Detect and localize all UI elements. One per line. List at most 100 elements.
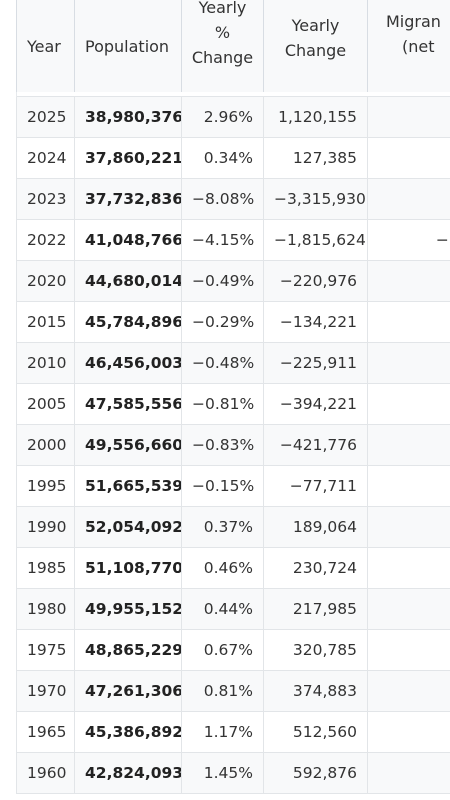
population-table: Year Population Yearly % Change Yearly C… <box>16 0 450 794</box>
cell-year: 1975 <box>16 629 75 671</box>
cell-yearly-percent-change: 0.46% <box>181 547 264 589</box>
cell-year: 1965 <box>16 711 75 753</box>
cell-yearly-change: 592,876 <box>263 752 368 794</box>
cell-population: 52,054,092 <box>74 506 182 548</box>
cell-migrants-net: −299,9 <box>367 178 450 220</box>
cell-population: 48,865,229 <box>74 629 182 671</box>
table-body: 202538,980,3762.96%1,120,1551,702,320243… <box>16 92 450 794</box>
cell-migrants-net: 1,702,3 <box>367 96 450 138</box>
cell-population: 38,980,376 <box>74 96 182 138</box>
cell-migrants-net: −4,3 <box>367 260 450 302</box>
table-header: Year Population Yearly % Change Yearly C… <box>16 0 450 92</box>
cell-yearly-change: −394,221 <box>263 383 368 425</box>
cell-year: 2022 <box>16 219 75 261</box>
cell-yearly-change: 230,724 <box>263 547 368 589</box>
column-header-migrants-net[interactable]: Migran (net <box>367 0 450 92</box>
cell-migrants-net: −48,3 <box>367 670 450 712</box>
cell-yearly-change: 374,883 <box>263 670 368 712</box>
cell-yearly-change: −77,711 <box>263 465 368 507</box>
cell-yearly-percent-change: −0.81% <box>181 383 264 425</box>
cell-yearly-percent-change: −0.49% <box>181 260 264 302</box>
cell-migrants-net: 1,146,0 <box>367 137 450 179</box>
cell-yearly-change: −220,976 <box>263 260 368 302</box>
cell-migrants-net: 16,0 <box>367 342 450 384</box>
cell-migrants-net: −111,4 <box>367 383 450 425</box>
cell-yearly-percent-change: 0.37% <box>181 506 264 548</box>
cell-year: 2005 <box>16 383 75 425</box>
cell-year: 2020 <box>16 260 75 302</box>
cell-yearly-change: −1,815,624 <box>263 219 368 261</box>
cell-year: 1980 <box>16 588 75 630</box>
column-header-yearly-change[interactable]: Yearly Change <box>263 0 368 92</box>
cell-year: 2010 <box>16 342 75 384</box>
cell-year: 1995 <box>16 465 75 507</box>
cell-population: 51,108,770 <box>74 547 182 589</box>
cell-yearly-change: 1,120,155 <box>263 96 368 138</box>
column-header-year[interactable]: Year <box>16 0 75 92</box>
cell-migrants-net: 15,3 <box>367 629 450 671</box>
cell-yearly-percent-change: −0.29% <box>181 301 264 343</box>
cell-yearly-percent-change: 0.67% <box>181 629 264 671</box>
cell-yearly-change: −225,911 <box>263 342 368 384</box>
cell-population: 37,860,221 <box>74 137 182 179</box>
cell-year: 2015 <box>16 301 75 343</box>
cell-migrants-net: 75,7 <box>367 506 450 548</box>
cell-population: 49,955,152 <box>74 588 182 630</box>
column-header-yearly-percent-change[interactable]: Yearly % Change <box>181 0 264 92</box>
cell-year: 2000 <box>16 424 75 466</box>
cell-population: 47,585,556 <box>74 383 182 425</box>
cell-yearly-percent-change: 0.44% <box>181 588 264 630</box>
cell-migrants-net: −21,9 <box>367 301 450 343</box>
cell-migrants-net: 69,3 <box>367 711 450 753</box>
cell-population: 45,386,892 <box>74 711 182 753</box>
cell-migrants-net: 47,4 <box>367 588 450 630</box>
cell-yearly-change: 217,985 <box>263 588 368 630</box>
cell-migrants-net: −5,699,4 <box>367 219 450 261</box>
column-header-population[interactable]: Population <box>74 0 182 92</box>
cell-yearly-percent-change: 2.96% <box>181 96 264 138</box>
cell-yearly-change: −421,776 <box>263 424 368 466</box>
cell-year: 2024 <box>16 137 75 179</box>
cell-population: 41,048,766 <box>74 219 182 261</box>
cell-yearly-percent-change: 1.45% <box>181 752 264 794</box>
cell-population: 47,261,306 <box>74 670 182 712</box>
cell-population: 37,732,836 <box>74 178 182 220</box>
cell-migrants-net: −134,0 <box>367 465 450 507</box>
cell-population: 51,665,539 <box>74 465 182 507</box>
cell-year: 2023 <box>16 178 75 220</box>
cell-yearly-percent-change: 1.17% <box>181 711 264 753</box>
cell-yearly-change: 512,560 <box>263 711 368 753</box>
cell-population: 45,784,896 <box>74 301 182 343</box>
cell-population: 42,824,093 <box>74 752 182 794</box>
cell-year: 1985 <box>16 547 75 589</box>
cell-yearly-percent-change: 0.34% <box>181 137 264 179</box>
cell-year: 1970 <box>16 670 75 712</box>
cell-yearly-percent-change: −0.83% <box>181 424 264 466</box>
cell-yearly-percent-change: −4.15% <box>181 219 264 261</box>
cell-yearly-change: −3,315,930 <box>263 178 368 220</box>
cell-population: 46,456,003 <box>74 342 182 384</box>
cell-yearly-percent-change: 0.81% <box>181 670 264 712</box>
cell-yearly-change: 127,385 <box>263 137 368 179</box>
cell-migrants-net: 5,5 <box>367 547 450 589</box>
cell-population: 49,556,660 <box>74 424 182 466</box>
cell-yearly-percent-change: −0.15% <box>181 465 264 507</box>
cell-population: 44,680,014 <box>74 260 182 302</box>
